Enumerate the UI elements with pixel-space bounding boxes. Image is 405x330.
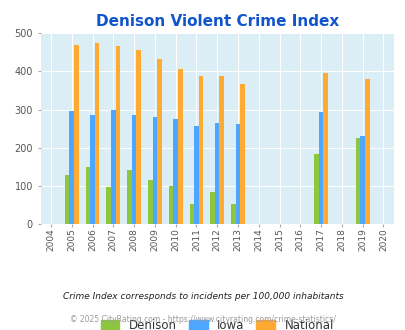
Bar bbox=[240, 83, 244, 224]
Bar bbox=[168, 186, 173, 224]
Bar bbox=[85, 167, 90, 224]
Bar bbox=[95, 43, 99, 224]
Bar bbox=[90, 115, 95, 224]
Bar bbox=[194, 126, 198, 224]
Bar bbox=[219, 76, 224, 224]
Bar bbox=[318, 112, 323, 224]
Bar bbox=[230, 205, 235, 224]
Bar bbox=[136, 50, 141, 224]
Bar bbox=[323, 73, 327, 224]
Bar bbox=[152, 117, 157, 224]
Text: © 2025 CityRating.com - https://www.cityrating.com/crime-statistics/: © 2025 CityRating.com - https://www.city… bbox=[70, 315, 335, 324]
Bar bbox=[364, 79, 369, 224]
Bar bbox=[177, 69, 182, 224]
Bar bbox=[173, 119, 177, 224]
Bar bbox=[313, 154, 318, 224]
Bar bbox=[111, 110, 115, 224]
Legend: Denison, Iowa, National: Denison, Iowa, National bbox=[96, 314, 338, 330]
Bar bbox=[115, 46, 120, 224]
Bar bbox=[69, 111, 74, 224]
Bar bbox=[198, 76, 203, 224]
Bar bbox=[74, 45, 79, 224]
Title: Denison Violent Crime Index: Denison Violent Crime Index bbox=[95, 14, 338, 29]
Bar bbox=[210, 192, 214, 224]
Bar bbox=[106, 187, 111, 224]
Bar bbox=[189, 205, 194, 224]
Bar bbox=[355, 138, 360, 224]
Bar bbox=[360, 136, 364, 224]
Bar bbox=[235, 124, 240, 224]
Bar bbox=[214, 123, 219, 224]
Text: Crime Index corresponds to incidents per 100,000 inhabitants: Crime Index corresponds to incidents per… bbox=[62, 292, 343, 301]
Bar bbox=[148, 181, 152, 224]
Bar bbox=[157, 59, 161, 224]
Bar bbox=[127, 170, 132, 224]
Bar bbox=[132, 115, 136, 224]
Bar bbox=[65, 176, 69, 224]
